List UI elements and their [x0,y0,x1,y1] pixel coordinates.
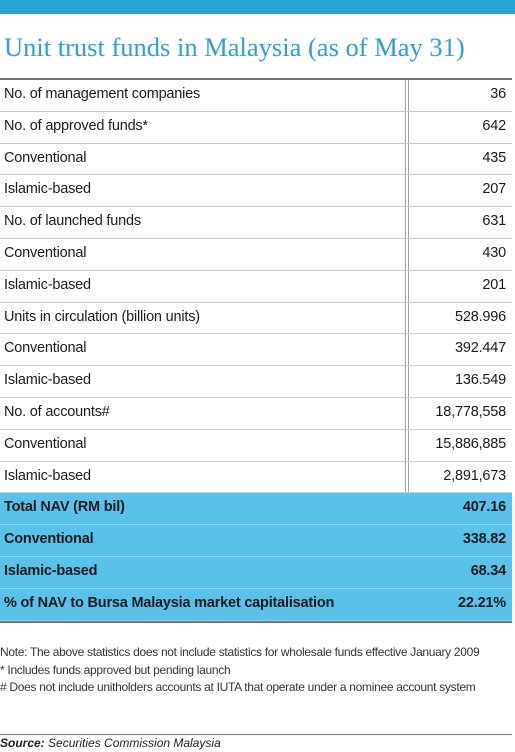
source-line: Source: Securities Commission Malaysia [0,736,221,750]
column-divider [405,80,409,621]
row-label: No. of management companies [4,86,201,102]
row-value: 18,778,558 [435,403,506,420]
row-value: 407.16 [462,499,506,516]
row-value: 68.34 [470,562,506,579]
row-label: Units in circulation (billion units) [4,308,200,325]
row-value: 392.447 [454,340,506,357]
statistics-table: No. of management companies 36 No. of app… [0,78,512,623]
row-label: Conventional [4,435,87,452]
row-label: Islamic-based [4,276,91,293]
table-row: No. of approved funds* 642 [0,112,512,144]
note-text: Note: The above statistics does not incl… [0,645,480,659]
row-label: No. of launched funds [4,213,141,230]
row-label: Conventional [4,340,87,357]
asterisk-footnote: * Includes funds approved but pending la… [0,662,231,677]
row-value: 435 [482,149,506,166]
row-label: Total NAV (RM bil) [4,499,125,516]
source-text: Securities Commission Malaysia [44,736,221,750]
row-value: 631 [482,213,506,230]
row-value: 528.996 [454,308,506,325]
row-label: No. of approved funds* [4,117,148,134]
table-row-highlighted: % of NAV to Bursa Malaysia market capita… [0,588,512,621]
header-color-bar [0,0,515,14]
row-label: Islamic-based [4,467,91,484]
table-row-highlighted: Total NAV (RM bil) 407.16 [0,493,512,526]
row-value: 36 [490,86,506,102]
row-label: Islamic-based [4,181,91,198]
row-value: 430 [482,244,506,261]
row-value: 2,891,673 [443,467,506,484]
row-value: 338.82 [462,531,506,548]
row-value: 207 [482,181,506,198]
row-label: Islamic-based [4,562,98,579]
row-label: % of NAV to Bursa Malaysia market capita… [4,594,335,611]
table-row: Islamic-based 136.549 [0,366,512,398]
table-row: Islamic-based 201 [0,271,512,303]
row-value: 136.549 [454,372,506,389]
row-label: Conventional [4,531,94,548]
table-row: Islamic-based 2,891,673 [0,462,512,494]
source-divider [0,734,512,735]
row-label: No. of accounts# [4,403,110,420]
table-row: Conventional 435 [0,144,512,176]
footnotes: Note: The above statistics does not incl… [0,644,512,697]
table-row-highlighted: Conventional 338.82 [0,525,512,557]
table-row-highlighted: Islamic-based 68.34 [0,556,512,589]
table-row: Islamic-based 207 [0,175,512,208]
row-value: 15,886,885 [435,435,506,452]
source-prefix: Source: [0,736,45,750]
table-row: No. of accounts# 18,778,558 [0,398,512,430]
table-row: Conventional 430 [0,239,512,271]
table-row: Units in circulation (billion units) 528.… [0,303,512,335]
hash-footnote: # Does not include unitholders accounts … [0,680,476,694]
row-value: 642 [482,117,506,134]
table-row: No. of management companies 36 [0,80,512,112]
page-title: Unit trust funds in Malaysia (as of May … [4,32,465,62]
table-row: Conventional 15,886,885 [0,430,512,462]
row-value: 22.21% [458,594,506,611]
table-row: Conventional 392.447 [0,334,512,367]
row-label: Conventional [4,149,87,166]
row-value: 201 [482,276,506,293]
table-row: No. of launched funds 631 [0,207,512,239]
row-label: Conventional [4,244,87,261]
row-label: Islamic-based [4,372,91,389]
